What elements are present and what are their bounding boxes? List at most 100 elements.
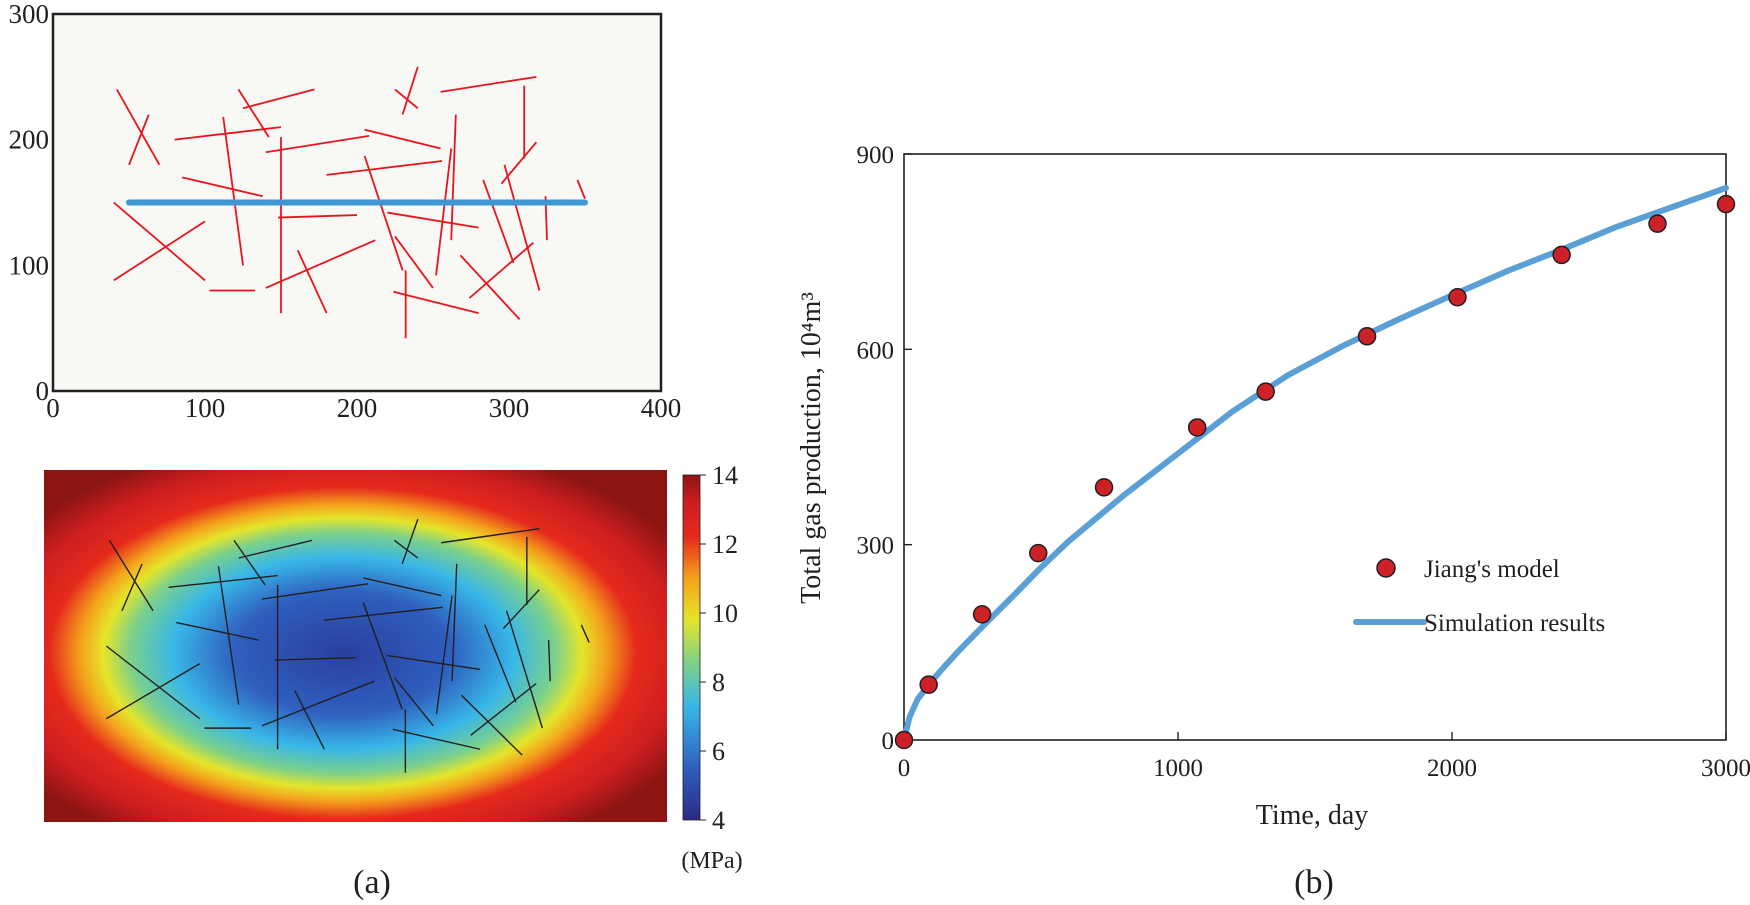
production-x-ticks: 0 1000 2000 3000 (898, 732, 1750, 782)
pressure-colorbar (682, 474, 701, 821)
x-axis-label: Time, day (1256, 800, 1369, 831)
pressure-map-fracture-17 (394, 539, 419, 559)
pressure-map-fracture-32 (105, 645, 201, 720)
pressure-map-fracture-15 (324, 606, 443, 621)
pressure-map-fracture-27 (547, 640, 551, 682)
y-tick-label: 0 (882, 728, 895, 755)
fracture-map-y-tick-label: 200 (9, 125, 50, 155)
pressure-map-fracture-5 (217, 566, 240, 705)
fracture-map-x-tick-label: 200 (337, 393, 378, 423)
jiangs-model-point (972, 605, 992, 624)
jiangs-model-point (894, 730, 914, 750)
fracture-5 (222, 116, 244, 266)
pressure-colorbar-unit: (MPa) (681, 848, 742, 874)
fracture-14 (363, 155, 404, 271)
legend-label-simulation-results: Simulation results (1424, 610, 1605, 637)
fracture-map-y-tick-label: 0 (36, 376, 50, 406)
jiangs-model-point (919, 675, 938, 694)
fracture-32 (113, 201, 206, 282)
colorbar-tick-label: 10 (712, 599, 738, 628)
fracture-10 (277, 214, 358, 219)
pressure-map-fracture-12 (261, 680, 375, 727)
y-tick-label: 600 (857, 337, 895, 364)
legend-label-jiangs-model: Jiang's model (1424, 556, 1560, 583)
pressure-map-fracture-14 (362, 602, 403, 710)
pressure-map-fracture-8 (261, 583, 369, 600)
fracture-8 (265, 135, 370, 154)
fracture-33 (113, 220, 206, 282)
fracture-18 (401, 66, 419, 115)
jiangs-model-point (1094, 478, 1114, 497)
fracture-17 (394, 88, 419, 109)
jiangs-model-point (1029, 543, 1048, 563)
production-y-ticks: 0 300 600 900 (857, 142, 912, 755)
pressure-map-fracture-25 (435, 595, 453, 715)
legend: Jiang's model Simulation results (1353, 556, 1605, 637)
x-tick-label: 1000 (1153, 755, 1203, 782)
fracture-34 (393, 290, 479, 314)
fracture-map-x-ticks: 0 100 200 300 400 (46, 393, 681, 423)
production-plot-area (903, 153, 1727, 741)
fracture-16 (364, 128, 441, 150)
fracture-28 (503, 164, 541, 291)
pressure-map-fracture-23 (451, 563, 458, 682)
fracture-29 (468, 242, 534, 299)
pressure-colorbar-ticks: 14 12 10 8 6 4 (700, 461, 738, 835)
pressure-map-field (44, 470, 667, 822)
fracture-map-y-tick-label: 100 (9, 250, 50, 280)
pressure-map-fracture-6 (233, 539, 266, 586)
x-tick-label: 2000 (1427, 755, 1477, 782)
jiangs-model-point (1357, 327, 1377, 346)
jiangs-model-point (1448, 287, 1467, 307)
simulation-results-line (901, 184, 1729, 743)
fracture-map-fractures (113, 66, 586, 339)
pressure-map-fracture-10 (274, 657, 356, 661)
pressure-map-fractures (105, 519, 590, 773)
fracture-map-x-tick-label: 300 (489, 393, 530, 423)
production-chart: 0 1000 2000 3000 0 300 600 900 Time, day Total… (796, 142, 1750, 831)
jiangs-model-points (894, 194, 1736, 750)
colorbar-tick-label: 12 (712, 530, 738, 559)
pressure-map-fracture-24 (393, 677, 434, 727)
fracture-4 (181, 176, 263, 198)
colorbar-tick-label: 8 (712, 668, 725, 697)
fracture-map-x-tick-label: 400 (641, 393, 682, 423)
fracture-15 (326, 160, 443, 176)
jiangs-model-point (1187, 418, 1207, 437)
pressure-map-fracture-18 (401, 519, 419, 565)
x-tick-label: 0 (898, 755, 911, 782)
colorbar-tick-label: 6 (712, 737, 725, 766)
fracture-2 (128, 114, 150, 166)
pressure-map-fracture-4 (176, 621, 260, 641)
pressure-map-fracture-26 (484, 624, 517, 703)
pressure-map-fracture-31 (386, 654, 481, 671)
pressure-map-fracture-33 (105, 662, 201, 720)
fracture-31 (387, 211, 479, 229)
panel-label-b: (b) (1294, 864, 1334, 901)
pressure-map-fracture-21 (580, 624, 590, 643)
panel-label-a: (a) (353, 864, 391, 901)
pressure-map-fracture-16 (363, 577, 442, 597)
fracture-26 (482, 179, 515, 264)
fracture-24 (394, 235, 434, 289)
x-tick-label: 3000 (1701, 755, 1750, 782)
fracture-map-y-ticks: 0 100 200 300 (9, 0, 50, 406)
fracture-map-y-tick-label: 300 (9, 0, 50, 29)
pressure-map-fracture-34 (392, 728, 481, 750)
fracture-25 (435, 148, 453, 276)
fracture-map-x-tick-label: 100 (185, 393, 226, 423)
fracture-map: 0 100 200 300 400 0 100 200 300 (9, 0, 682, 423)
fracture-6 (237, 88, 270, 138)
fracture-12 (265, 239, 376, 289)
y-tick-label: 300 (857, 533, 895, 560)
y-tick-label: 900 (857, 142, 895, 169)
pressure-map-fracture-2 (121, 563, 143, 612)
fracture-19 (440, 75, 537, 93)
fracture-30 (459, 254, 521, 320)
pressure-map-fracture-13 (294, 690, 325, 750)
fracture-23 (450, 114, 457, 241)
jiangs-model-point (1256, 382, 1275, 401)
fracture-1 (116, 88, 161, 166)
pressure-map-fracture-28 (505, 610, 544, 729)
